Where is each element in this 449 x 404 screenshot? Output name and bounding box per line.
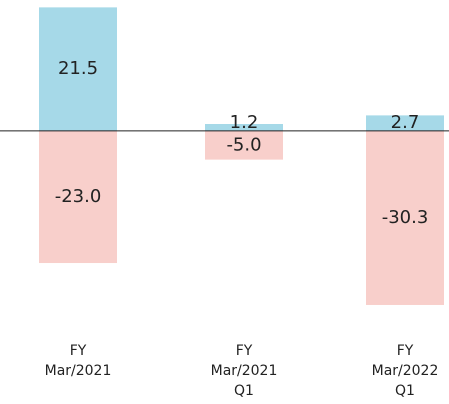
x-tick-label-line: Q1 [395, 383, 415, 399]
x-tick-label-line: Mar/2021 [211, 363, 278, 379]
x-tick-label-line: FY [397, 343, 414, 359]
bar [366, 115, 444, 131]
x-tick-label-line: FY [70, 343, 87, 359]
value-label: 2.7 [391, 112, 420, 133]
value-label: -30.3 [382, 207, 429, 228]
value-label: 21.5 [58, 58, 98, 79]
x-tick-label: FY Mar/2021 Q1 [211, 343, 278, 399]
bar [39, 130, 117, 264]
bar [205, 130, 283, 160]
value-label: -23.0 [55, 186, 102, 207]
x-tick-label: FY Mar/2021 [45, 343, 112, 379]
value-label: -5.0 [226, 134, 261, 155]
bar [39, 7, 117, 131]
x-tick-label-line: Mar/2021 [45, 363, 112, 379]
bar [366, 130, 444, 305]
x-tick-label-line: Q1 [234, 383, 254, 399]
x-tick-label-line: Mar/2022 [372, 363, 439, 379]
x-tick-label-line: FY [236, 343, 253, 359]
bar [205, 124, 283, 131]
value-label: 1.2 [230, 112, 259, 133]
x-tick-label: FY Mar/2022 Q1 [372, 343, 439, 399]
